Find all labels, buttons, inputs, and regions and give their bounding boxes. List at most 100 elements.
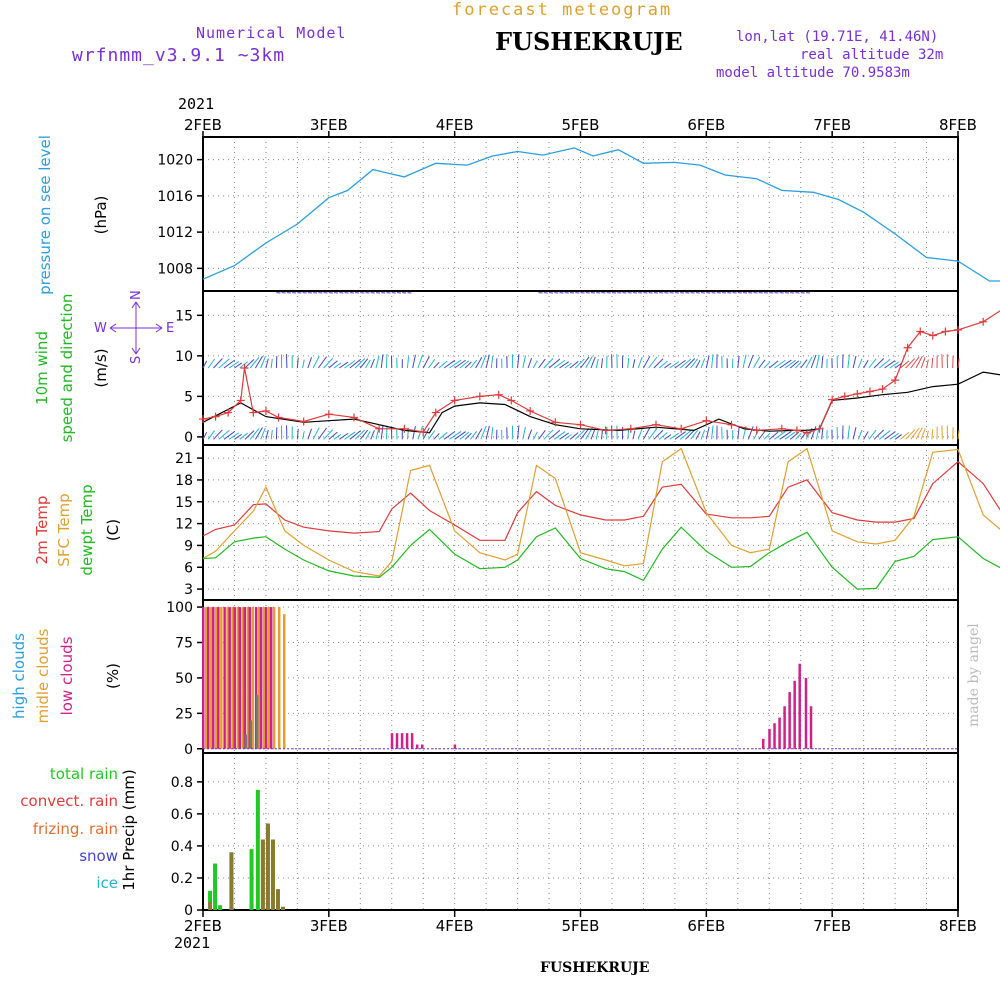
cloud-bar xyxy=(223,607,226,749)
wind-direction-arrow xyxy=(627,357,630,369)
wind-direction-arrow xyxy=(527,429,533,440)
wind-direction-arrow xyxy=(422,356,430,369)
wind-speed-marker xyxy=(803,428,811,437)
wind-speed-marker xyxy=(261,406,270,415)
wind-direction-arrow xyxy=(758,430,766,440)
wind-direction-arrow xyxy=(406,356,410,369)
precip-bar xyxy=(260,839,265,910)
wind-direction-arrow xyxy=(559,361,570,369)
pressure-unit-label: (hPa) xyxy=(92,196,110,235)
wind-direction-arrow xyxy=(443,359,456,369)
wind-direction-arrow xyxy=(737,355,740,369)
wind-direction-arrow xyxy=(317,427,327,440)
wind-direction-arrow xyxy=(517,354,520,369)
wind-direction-arrow xyxy=(333,433,342,440)
cloud-bar xyxy=(231,607,234,749)
wind-direction-arrow xyxy=(879,430,891,440)
cloud-bar xyxy=(809,706,813,749)
wind-direction-arrow xyxy=(370,430,375,440)
wind-direction-arrow xyxy=(464,361,472,369)
wind-direction-arrow xyxy=(920,357,926,369)
wind-direction-arrow xyxy=(312,427,320,440)
wind-direction-arrow xyxy=(700,429,706,440)
wind-speed-marker xyxy=(828,395,837,404)
wind-speed-marker xyxy=(236,396,245,405)
wind-direction-arrow xyxy=(669,432,679,440)
wind-direction-arrow xyxy=(307,357,312,369)
wind-direction-arrow xyxy=(522,355,526,369)
wind-direction-arrow xyxy=(637,428,643,440)
wind-direction-arrow xyxy=(265,358,269,369)
wind-ytick-label: 15 xyxy=(175,308,193,324)
cloud-bar xyxy=(210,607,213,749)
wind-speed-marker xyxy=(274,413,283,422)
wind-direction-arrow xyxy=(915,355,923,369)
wind-direction-arrow xyxy=(873,429,885,440)
wind-direction-arrow xyxy=(380,425,384,440)
wind-speed-marker xyxy=(777,424,786,433)
wind-direction-arrow xyxy=(863,431,869,440)
pressure-ytick-label: 1020 xyxy=(157,153,193,169)
wind-direction-arrow xyxy=(574,429,585,440)
wind-direction-arrow xyxy=(779,359,792,369)
wind-direction-arrow xyxy=(218,429,230,440)
wind-direction-arrow xyxy=(307,428,312,440)
wind-direction-arrow xyxy=(873,358,885,369)
wind-direction-arrow xyxy=(302,359,305,369)
wind-direction-arrow xyxy=(768,431,779,440)
wind-direction-arrow xyxy=(422,427,430,440)
wind-direction-arrow xyxy=(905,358,916,369)
wind-direction-arrow xyxy=(800,359,808,369)
cloud-bar xyxy=(264,607,268,749)
cloud-bar xyxy=(215,607,218,749)
precip-legend-item: ice xyxy=(96,874,118,892)
x-tick-label-top: 3FEB xyxy=(310,116,348,134)
cloud-axis-label: low clouds xyxy=(58,636,76,715)
wind-direction-arrow xyxy=(700,358,706,369)
wind-direction-arrow xyxy=(538,358,546,369)
wind-direction-arrow xyxy=(957,429,960,440)
wind-direction-arrow xyxy=(490,355,494,369)
wind-direction-arrow xyxy=(339,361,349,369)
wind-direction-arrow xyxy=(763,432,771,440)
wind-direction-arrow xyxy=(648,356,658,369)
cloud-bar xyxy=(244,734,248,749)
station-title: FUSHEKRUJE xyxy=(495,27,683,56)
cloud-bar xyxy=(257,607,261,749)
wind-direction-arrow xyxy=(207,430,215,440)
temperature-ytick-label: 12 xyxy=(175,517,193,533)
wind-direction-arrow xyxy=(470,359,478,369)
x-tick-label-bottom: 2FEB xyxy=(184,917,222,935)
wind-direction-arrow xyxy=(417,425,424,440)
x-tick-label-bottom: 5FEB xyxy=(562,917,600,935)
wind-speed-marker xyxy=(652,420,660,429)
wind-direction-arrow xyxy=(234,433,242,440)
wind-direction-arrow xyxy=(249,428,260,440)
wind-direction-arrow xyxy=(296,428,299,440)
precip-ytick-label: 0.2 xyxy=(171,871,193,887)
clouds-ytick-label: 50 xyxy=(175,671,193,687)
cloud-bar xyxy=(236,607,239,749)
wind-speed-marker xyxy=(526,406,535,415)
wind-speed-marker xyxy=(419,428,428,437)
cloud-bar xyxy=(217,607,220,749)
wind-direction-arrow xyxy=(674,431,686,440)
wind-speed-marker xyxy=(211,412,220,421)
wind-direction-arrow xyxy=(821,356,824,369)
x-tick-label-top: 5FEB xyxy=(562,116,600,134)
wind-direction-arrow xyxy=(795,433,802,440)
cloud-bar xyxy=(220,607,223,749)
wind-direction-arrow xyxy=(737,427,740,440)
wind-direction-arrow xyxy=(270,358,273,369)
x-tick-label-bottom: 4FEB xyxy=(436,917,474,935)
wind-direction-arrow xyxy=(900,431,910,440)
wind-speed-marker xyxy=(865,387,874,396)
cloud-bar xyxy=(259,607,263,749)
wind-direction-arrow xyxy=(543,358,554,369)
wind-direction-arrow xyxy=(296,357,299,369)
precip-bar xyxy=(218,905,223,910)
wind-direction-arrow xyxy=(359,358,369,369)
wind-direction-arrow xyxy=(443,431,456,440)
wind-direction-arrow xyxy=(553,431,566,440)
wind-direction-arrow xyxy=(428,358,436,369)
